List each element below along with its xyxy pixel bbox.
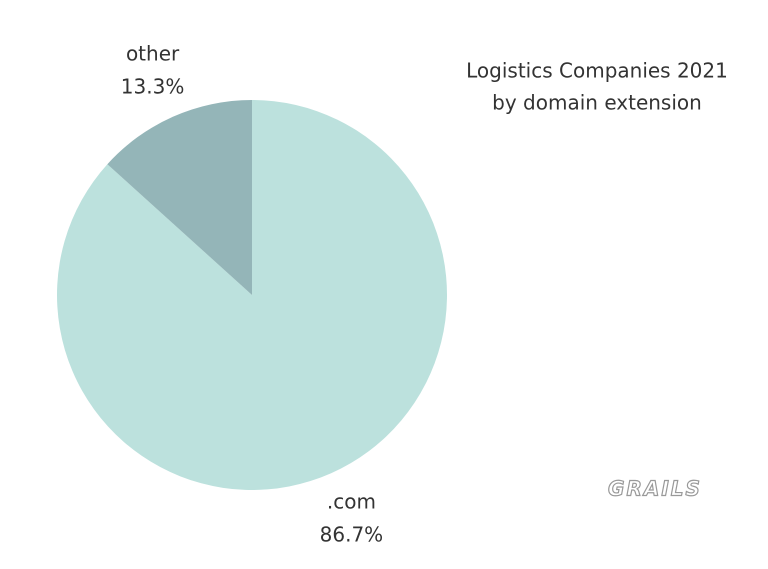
- pie-slice: [107, 100, 252, 295]
- chart-title: Logistics Companies 2021: [466, 59, 728, 83]
- slice-label: other: [126, 42, 180, 66]
- slice-label: .com: [327, 489, 376, 513]
- value-label: 13.3%: [121, 75, 185, 99]
- chart-subtitle: by domain extension: [492, 91, 702, 115]
- value-label: 86.7%: [320, 522, 384, 546]
- watermark: GRAILS: [608, 477, 702, 501]
